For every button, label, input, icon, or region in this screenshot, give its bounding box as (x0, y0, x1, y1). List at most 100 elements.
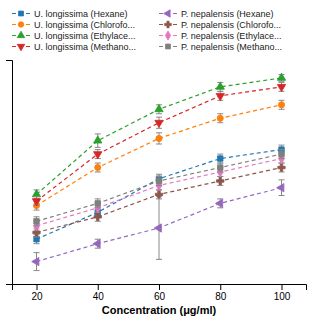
error-bar-cap (156, 144, 162, 145)
error-bar-cap (95, 221, 101, 222)
marker (32, 257, 39, 265)
legend-swatch-marker (18, 22, 24, 28)
error-bar-cap (217, 91, 223, 92)
marker (34, 236, 39, 241)
marker (215, 199, 222, 207)
x-tick-label: 40 (93, 291, 105, 302)
x-axis-line (13, 285, 307, 291)
error-bar-cap (34, 236, 40, 237)
error-bar (279, 100, 285, 109)
marker (34, 219, 39, 224)
series-line (37, 159, 282, 226)
y-axis (6, 61, 13, 285)
error-bar (156, 176, 162, 185)
marker (277, 84, 285, 91)
error-bar-cap (95, 207, 101, 208)
error-bar (95, 199, 101, 208)
x-tick-mark (282, 284, 283, 290)
series-line (37, 78, 282, 194)
error-bar-cap (279, 172, 285, 173)
legend-label: P. nepalensis (Hexane) (181, 9, 273, 19)
series-line (37, 150, 282, 240)
error-bar-cap (34, 243, 40, 244)
marker (277, 184, 284, 192)
marker (155, 120, 163, 127)
error-bar (95, 163, 101, 172)
error-bar-cap (279, 109, 285, 110)
x-tick: 20 (31, 284, 43, 302)
error-bar-cap (95, 172, 101, 173)
marker (32, 190, 40, 197)
legend-item: U. longissima (Methano... (12, 42, 136, 52)
error-bar-cap (156, 176, 162, 177)
legend-item: U. longissima (Hexane) (12, 9, 128, 19)
error-bar-cap (156, 113, 162, 114)
marker (216, 93, 224, 100)
x-tick: 100 (274, 284, 291, 302)
legend-swatch-marker (165, 21, 172, 28)
error-bar-cap (95, 198, 101, 199)
legend-item: U. longissima (Ethylace... (12, 31, 136, 41)
x-tick-mark (159, 284, 160, 290)
plot-area (32, 73, 286, 270)
error-bar (156, 174, 162, 183)
x-axis-title: Concentration (μg/ml) (102, 304, 217, 316)
marker (279, 151, 284, 156)
x-tick-label: 100 (274, 291, 291, 302)
marker (154, 224, 161, 232)
marker (218, 165, 223, 170)
error-bar (217, 163, 223, 172)
x-tick-mark (220, 284, 221, 290)
error-bar-cap (34, 225, 40, 226)
error-bar (156, 133, 162, 144)
error-bar-cap (95, 207, 101, 208)
error-bar (34, 217, 40, 226)
legend-swatch-marker (17, 44, 24, 50)
marker (93, 240, 100, 248)
error-bar-cap (34, 252, 40, 253)
error-bar-cap (95, 163, 101, 164)
error-bar-cap (156, 198, 162, 199)
error-bar-cap (95, 133, 101, 134)
series-line (37, 168, 282, 233)
error-bar-cap (34, 196, 40, 197)
series (32, 180, 285, 271)
chart: 20 40 60 80 100 Concentration (μg/ml) U. longi… (0, 0, 320, 320)
error-bar (217, 114, 223, 123)
legend-label: U. longissima (Hexane) (34, 9, 128, 19)
error-bar-cap (279, 195, 285, 196)
legend-swatch-marker (17, 31, 24, 37)
error-bar (217, 154, 223, 163)
marker (94, 136, 102, 143)
marker (32, 199, 40, 206)
legend-swatch-marker (166, 44, 171, 49)
legend-label: P. nepalensis (Methano... (181, 42, 282, 52)
marker (218, 156, 223, 161)
error-bar-cap (34, 216, 40, 217)
error-bar-cap (279, 100, 285, 101)
error-bar-cap (217, 185, 223, 186)
x-tick: 40 (93, 284, 105, 302)
legend-item: P. nepalensis (Chlorofo... (159, 20, 281, 30)
x-tick-label: 60 (154, 291, 166, 302)
error-bar-cap (279, 145, 285, 146)
x-tick: 80 (215, 284, 227, 302)
series (34, 150, 285, 226)
x-tick-label: 80 (215, 291, 227, 302)
marker (217, 115, 223, 121)
series (34, 145, 285, 244)
error-bar-cap (217, 113, 223, 114)
legend-label: P. nepalensis (Chlorofo... (181, 20, 281, 30)
error-bar-cap (217, 154, 223, 155)
marker (216, 82, 224, 89)
error-bar-cap (279, 158, 285, 159)
series-line (37, 188, 282, 262)
error-bar-cap (95, 147, 101, 148)
error-bar-cap (279, 82, 285, 83)
marker (95, 164, 101, 170)
marker (95, 201, 100, 206)
marker (155, 191, 162, 198)
legend-item: P. nepalensis (Methano... (159, 42, 282, 52)
error-bar-cap (156, 185, 162, 186)
x-tick: 60 (154, 284, 166, 302)
